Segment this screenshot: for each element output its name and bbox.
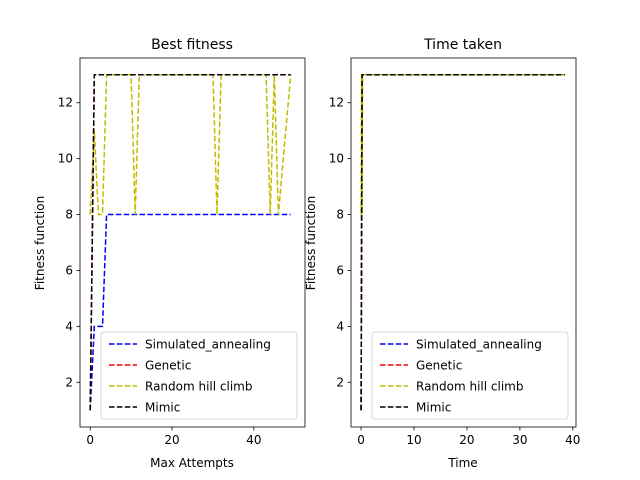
x-axis-label: Max Attempts bbox=[150, 456, 234, 470]
x-tick-label: 40 bbox=[565, 433, 580, 447]
legend-label: Random hill climb bbox=[145, 380, 253, 394]
subplot-best-fitness: Best fitness Max Attempts Fitness functi… bbox=[33, 37, 306, 470]
y-tick-label: 4 bbox=[65, 319, 73, 333]
y-tick-label: 6 bbox=[65, 263, 73, 277]
legend-label: Simulated_annealing bbox=[416, 338, 542, 352]
y-tick-label: 10 bbox=[329, 152, 344, 166]
y-tick-label: 8 bbox=[65, 208, 73, 222]
y-axis-label: Fitness function bbox=[304, 196, 318, 290]
series-line-random-hill-climb bbox=[89, 74, 292, 216]
x-tick-label: 30 bbox=[512, 433, 527, 447]
series-line-mimic bbox=[89, 74, 291, 411]
subplot-time-taken: Time taken Time Fitness function 0 10 20 30… bbox=[304, 37, 580, 470]
x-tick-label: 20 bbox=[459, 433, 474, 447]
series-line-simulated-annealing bbox=[89, 213, 291, 411]
x-tick-label: 20 bbox=[164, 433, 179, 447]
chart-title: Time taken bbox=[423, 37, 502, 53]
axes-frame bbox=[350, 57, 577, 428]
chart-title: Best fitness bbox=[151, 37, 233, 53]
legend: Simulated_annealing Genetic Random hill cl… bbox=[371, 331, 569, 420]
axes-frame bbox=[79, 57, 306, 428]
y-tick-label: 2 bbox=[336, 375, 344, 389]
y-axis-label: Fitness function bbox=[33, 196, 47, 290]
legend-label: Genetic bbox=[145, 359, 191, 373]
x-axis-label: Time bbox=[447, 456, 477, 470]
legend-label: Random hill climb bbox=[416, 380, 524, 394]
y-tick-label: 10 bbox=[58, 152, 73, 166]
x-tick-label: 40 bbox=[246, 433, 261, 447]
legend-box bbox=[371, 331, 569, 420]
y-tick-label: 2 bbox=[65, 375, 73, 389]
y-tick-label: 6 bbox=[336, 263, 344, 277]
legend-label: Genetic bbox=[416, 359, 462, 373]
legend-box bbox=[100, 331, 298, 420]
legend-label: Simulated_annealing bbox=[145, 338, 271, 352]
series-line-mimic bbox=[360, 74, 565, 411]
x-tick-label: 0 bbox=[357, 433, 365, 447]
x-tick-label: 0 bbox=[86, 433, 94, 447]
legend-label: Mimic bbox=[145, 401, 180, 415]
y-tick-label: 12 bbox=[58, 96, 73, 110]
y-tick-label: 12 bbox=[329, 96, 344, 110]
x-tick-label: 10 bbox=[406, 433, 421, 447]
legend: Simulated_annealing Genetic Random hill cl… bbox=[100, 331, 298, 420]
legend-label: Mimic bbox=[416, 401, 451, 415]
y-tick-label: 4 bbox=[336, 319, 344, 333]
y-tick-label: 8 bbox=[336, 208, 344, 222]
series-line-random-hill-climb bbox=[360, 74, 565, 215]
